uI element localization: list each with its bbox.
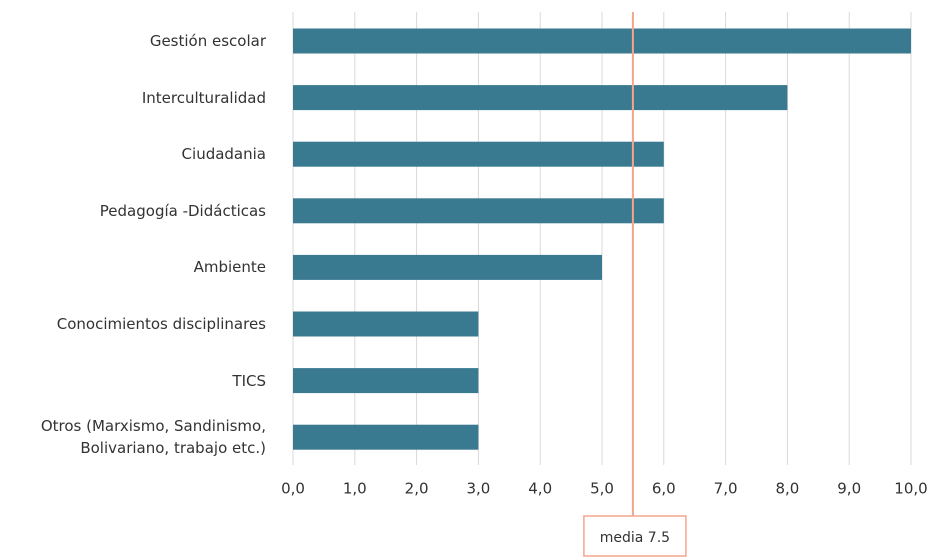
y-tick-label: Ambiente: [193, 258, 266, 277]
x-tick-label: 4,0: [528, 480, 552, 498]
bar: [293, 141, 664, 167]
annotation-label: media 7.5: [600, 530, 670, 546]
y-tick-label: Interculturalidad: [141, 88, 266, 107]
y-tick-label: Gestión escolar: [149, 32, 266, 50]
x-tick-label: 0,0: [281, 480, 305, 498]
x-tick-label: 9,0: [837, 480, 861, 498]
x-tick-label: 10,0: [894, 480, 927, 498]
y-tick-label: Pedagogía -Didácticas: [99, 201, 266, 220]
x-tick-label: 8,0: [775, 480, 799, 498]
x-tick-label: 2,0: [405, 480, 429, 498]
bar: [293, 28, 911, 54]
bar: [293, 424, 479, 450]
x-tick-label: 7,0: [714, 480, 738, 498]
bar: [293, 198, 664, 224]
y-tick-label: Otros (Marxismo, Sandinismo, Bolivariano…: [40, 417, 266, 458]
annotation-box: [583, 515, 687, 557]
x-tick-label: 3,0: [466, 480, 490, 498]
y-tick-label: Conocimientos disciplinares: [56, 315, 266, 333]
x-tick-label: 1,0: [343, 480, 367, 498]
x-tick-label: 5,0: [590, 480, 614, 498]
bar: [293, 254, 602, 280]
y-tick-label: TICS: [232, 371, 266, 390]
x-tick-label: 6,0: [652, 480, 676, 498]
bar: [293, 368, 479, 394]
bar: [293, 85, 788, 111]
bar: [293, 311, 479, 337]
y-tick-label: Ciudadania: [181, 145, 266, 164]
